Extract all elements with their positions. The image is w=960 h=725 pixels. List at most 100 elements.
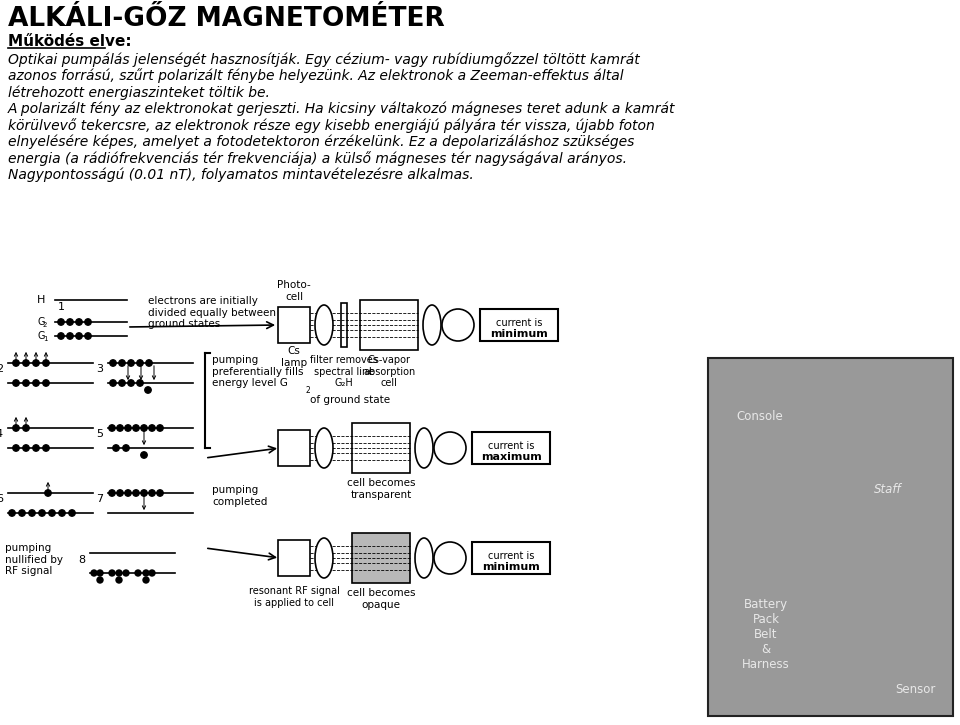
Circle shape xyxy=(109,360,116,366)
Text: 6: 6 xyxy=(0,494,3,504)
Text: pumping
completed: pumping completed xyxy=(212,485,268,507)
Circle shape xyxy=(69,510,75,516)
Circle shape xyxy=(12,445,19,451)
Text: 8: 8 xyxy=(78,555,85,565)
Ellipse shape xyxy=(315,428,333,468)
Circle shape xyxy=(156,425,163,431)
Text: 4: 4 xyxy=(0,429,3,439)
Circle shape xyxy=(116,570,122,576)
Text: minimum: minimum xyxy=(491,329,548,339)
Circle shape xyxy=(23,380,29,386)
Circle shape xyxy=(23,445,29,451)
Circle shape xyxy=(132,490,139,496)
Circle shape xyxy=(434,432,466,464)
Text: Sensor: Sensor xyxy=(895,683,935,696)
Text: 3: 3 xyxy=(96,364,103,374)
Bar xyxy=(352,533,410,583)
Circle shape xyxy=(434,542,466,574)
Circle shape xyxy=(123,445,130,451)
Text: 2: 2 xyxy=(0,364,3,374)
Text: resonant RF signal
is applied to cell: resonant RF signal is applied to cell xyxy=(249,586,340,608)
Circle shape xyxy=(125,425,132,431)
Circle shape xyxy=(149,570,155,576)
Text: Console: Console xyxy=(736,410,783,423)
Circle shape xyxy=(97,570,103,576)
Bar xyxy=(278,430,310,466)
Text: current is: current is xyxy=(488,551,534,561)
Circle shape xyxy=(143,577,149,583)
Text: current is: current is xyxy=(488,441,534,451)
Circle shape xyxy=(128,360,134,366)
Ellipse shape xyxy=(415,428,433,468)
Text: Battery
Pack
Belt
&
Harness: Battery Pack Belt & Harness xyxy=(742,598,790,671)
Circle shape xyxy=(442,309,474,341)
Text: 1: 1 xyxy=(43,336,47,342)
Circle shape xyxy=(128,380,134,386)
Circle shape xyxy=(33,360,39,366)
Circle shape xyxy=(119,380,125,386)
Text: 5: 5 xyxy=(96,429,103,439)
Circle shape xyxy=(23,360,29,366)
Circle shape xyxy=(116,577,122,583)
Text: G: G xyxy=(37,331,44,341)
Text: 2: 2 xyxy=(305,386,310,395)
Text: azonos forrású, szűrt polarizált fénybe helyezünk. Az elektronok a Zeeman-effekt: azonos forrású, szűrt polarizált fénybe … xyxy=(8,68,624,83)
Circle shape xyxy=(84,319,91,326)
Text: energia (a rádiófrekvenciás tér frekvenciája) a külső mágneses tér nagyságával a: energia (a rádiófrekvenciás tér frekvenc… xyxy=(8,151,627,166)
Text: filter removes
spectral line
G₂H: filter removes spectral line G₂H xyxy=(310,355,378,388)
Text: pumping
preferentially fills
energy level G: pumping preferentially fills energy leve… xyxy=(212,355,303,388)
Circle shape xyxy=(117,490,123,496)
Circle shape xyxy=(91,570,97,576)
Circle shape xyxy=(76,333,83,339)
Circle shape xyxy=(58,333,64,339)
Ellipse shape xyxy=(315,305,333,345)
Circle shape xyxy=(145,387,151,393)
Text: Cs-vapor
absorption
cell: Cs-vapor absorption cell xyxy=(363,355,415,388)
Text: Nagypontosságú (0.01 nT), folyamatos mintavételezésre alkalmas.: Nagypontosságú (0.01 nT), folyamatos min… xyxy=(8,167,473,182)
Circle shape xyxy=(141,452,147,458)
Circle shape xyxy=(137,360,143,366)
Circle shape xyxy=(108,490,115,496)
Text: A polarizált fény az elektronokat gerjeszti. Ha kicsiny váltakozó mágneses teret: A polarizált fény az elektronokat gerjes… xyxy=(8,102,676,116)
Text: ALKÁLI-GŐZ MAGNETOMÉTER: ALKÁLI-GŐZ MAGNETOMÉTER xyxy=(8,6,444,32)
Circle shape xyxy=(67,319,73,326)
Text: 7: 7 xyxy=(96,494,103,504)
Circle shape xyxy=(45,490,51,496)
Circle shape xyxy=(12,360,19,366)
Circle shape xyxy=(9,510,15,516)
Text: current is: current is xyxy=(495,318,542,328)
Bar xyxy=(360,300,418,350)
Circle shape xyxy=(113,445,119,451)
Text: of ground state: of ground state xyxy=(310,383,390,405)
Text: Optikai pumpálás jelenségét hasznosítják. Egy cézium- vagy rubídiumgőzzel töltöt: Optikai pumpálás jelenségét hasznosítják… xyxy=(8,52,639,67)
Text: létrehozott energiaszinteket töltik be.: létrehozott energiaszinteket töltik be. xyxy=(8,85,270,99)
Bar xyxy=(278,307,310,343)
Circle shape xyxy=(97,577,103,583)
Circle shape xyxy=(33,380,39,386)
Bar xyxy=(341,303,347,347)
Circle shape xyxy=(109,570,115,576)
Text: Staff: Staff xyxy=(875,483,901,496)
Text: pumping
nullified by
RF signal: pumping nullified by RF signal xyxy=(5,543,63,576)
Text: elnyelésére képes, amelyet a fotodetektoron érzékelünk. Ez a depolarizáláshoz sz: elnyelésére képes, amelyet a fotodetekto… xyxy=(8,135,635,149)
Text: 2: 2 xyxy=(43,322,47,328)
Circle shape xyxy=(132,425,139,431)
Circle shape xyxy=(29,510,36,516)
Bar xyxy=(278,540,310,576)
Circle shape xyxy=(137,380,143,386)
Circle shape xyxy=(117,425,123,431)
Text: minimum: minimum xyxy=(482,562,540,572)
Text: H: H xyxy=(37,295,45,305)
Circle shape xyxy=(125,490,132,496)
Circle shape xyxy=(141,425,147,431)
Text: 1: 1 xyxy=(58,302,65,312)
Circle shape xyxy=(143,570,149,576)
Circle shape xyxy=(123,570,129,576)
Bar xyxy=(352,423,410,473)
Circle shape xyxy=(33,445,39,451)
Ellipse shape xyxy=(423,305,441,345)
Circle shape xyxy=(38,510,45,516)
Text: Photo-
cell: Photo- cell xyxy=(277,280,311,302)
Bar xyxy=(472,542,550,574)
Circle shape xyxy=(43,380,49,386)
